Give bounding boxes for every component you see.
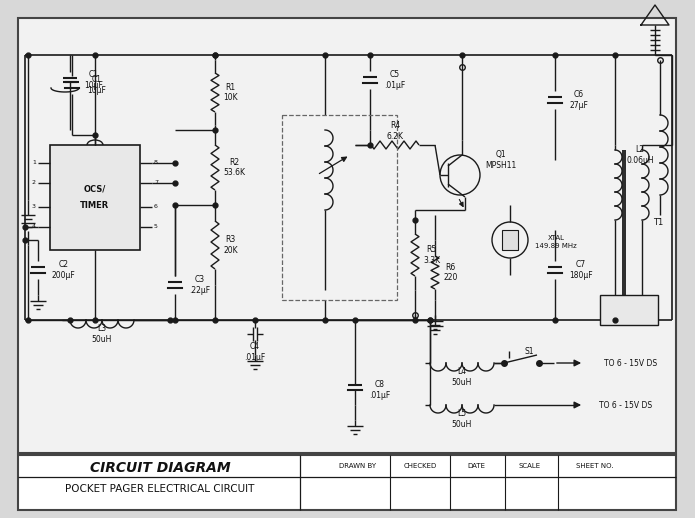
Text: TO 6 - 15V DS: TO 6 - 15V DS: [599, 400, 652, 410]
Bar: [600, 295, 658, 325]
Text: 4: 4: [32, 224, 36, 229]
Text: 2: 2: [32, 180, 36, 185]
Text: C4
.01μF: C4 .01μF: [245, 342, 265, 362]
Text: L2
0.06uH: L2 0.06uH: [626, 146, 654, 165]
Text: C6
27μF: C6 27μF: [569, 90, 588, 110]
Text: TIMER: TIMER: [81, 201, 110, 210]
Text: C7
180μF: C7 180μF: [569, 261, 593, 280]
Text: L3
50uH: L3 50uH: [92, 324, 112, 344]
Text: C1
10μF: C1 10μF: [84, 70, 103, 90]
Text: C2
200μF: C2 200μF: [52, 261, 76, 280]
Text: R4
6.2K: R4 6.2K: [386, 121, 404, 141]
Text: C1
10μF: C1 10μF: [87, 75, 106, 95]
Bar: [502, 230, 518, 250]
Text: SCALE: SCALE: [519, 463, 541, 469]
Text: DATE: DATE: [467, 463, 485, 469]
Text: L5
50uH: L5 50uH: [452, 409, 472, 429]
Bar: [18, 455, 676, 510]
Text: Q1
MPSH11: Q1 MPSH11: [485, 150, 516, 170]
Text: 8: 8: [154, 161, 158, 165]
Text: R6
220: R6 220: [443, 263, 457, 282]
Text: CIRCUIT DIAGRAM: CIRCUIT DIAGRAM: [90, 461, 230, 475]
Text: R5
3.3K: R5 3.3K: [423, 246, 440, 265]
Text: C3
.22μF: C3 .22μF: [189, 275, 210, 295]
Text: 3: 3: [32, 205, 36, 209]
Text: POCKET PAGER ELECTRICAL CIRCUIT: POCKET PAGER ELECTRICAL CIRCUIT: [65, 484, 254, 494]
Bar: [282, 115, 397, 300]
Text: R3
20K: R3 20K: [223, 235, 238, 255]
Text: 5: 5: [154, 224, 158, 229]
Text: SHEET NO.: SHEET NO.: [576, 463, 614, 469]
Text: TO 6 - 15V DS: TO 6 - 15V DS: [604, 358, 657, 367]
Text: 7: 7: [154, 180, 158, 185]
Text: DRAWN BY: DRAWN BY: [339, 463, 377, 469]
Text: XTAL
149.89 MHz: XTAL 149.89 MHz: [535, 236, 577, 249]
Text: R1
10K: R1 10K: [223, 83, 238, 102]
Text: 1: 1: [32, 161, 36, 165]
Text: T1: T1: [653, 218, 663, 227]
Text: S1: S1: [524, 347, 534, 355]
Text: R2
53.6K: R2 53.6K: [223, 158, 245, 177]
Text: C5
.01μF: C5 .01μF: [384, 70, 405, 90]
Bar: [18, 18, 676, 453]
Text: C8
.01μF: C8 .01μF: [369, 380, 391, 400]
Text: OCS/: OCS/: [84, 185, 106, 194]
FancyBboxPatch shape: [50, 145, 140, 250]
Text: L4
50uH: L4 50uH: [452, 367, 472, 387]
Text: 6: 6: [154, 205, 158, 209]
Text: CHECKED: CHECKED: [403, 463, 436, 469]
